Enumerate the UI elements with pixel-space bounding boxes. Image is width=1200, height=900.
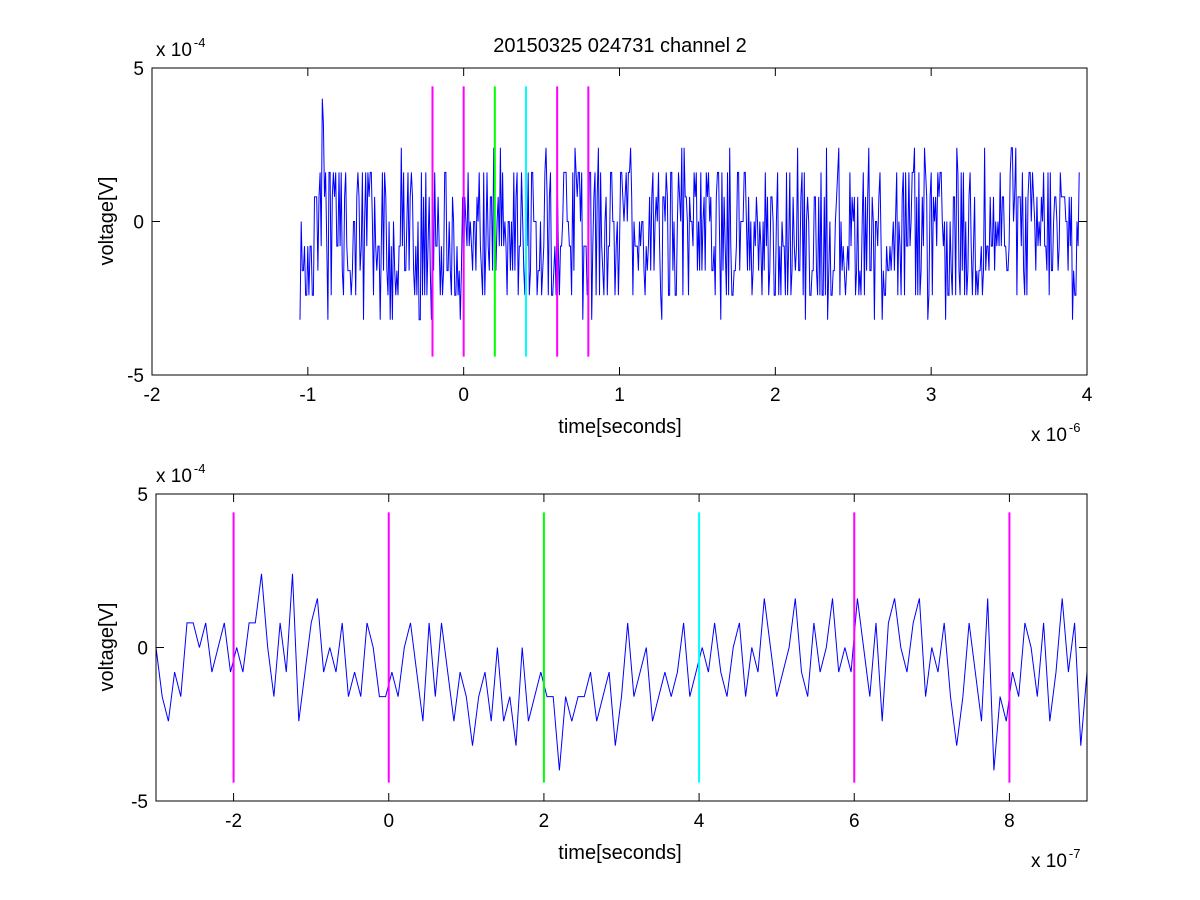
top-x-exponent: x 10 -6	[1031, 420, 1080, 446]
top-x-label: time[seconds]	[558, 416, 681, 438]
bottom-y-exponent: x 10 -4	[156, 461, 205, 487]
top-y-ticks: -5 0 5	[127, 59, 1087, 387]
x-tick-label: -2	[225, 811, 242, 832]
y-tick-label: -5	[127, 366, 144, 387]
y-tick-label: 5	[137, 485, 148, 506]
x-tick-label: 4	[694, 811, 705, 832]
top-plot-area	[299, 86, 1080, 357]
x-tick-label: 8	[1004, 811, 1015, 832]
x-tick-label: 0	[383, 811, 394, 832]
top-y-exponent: x 10 -4	[156, 35, 205, 61]
bottom-y-ticks: -5 0 5	[131, 485, 1087, 813]
x-tick-label: 4	[1082, 385, 1093, 406]
bottom-x-ticks: -2 0 2 4 6 8	[225, 494, 1015, 832]
figure-title: 20150325 024731 channel 2	[493, 35, 747, 57]
y-tick-label: 0	[137, 639, 148, 660]
bottom-y-label: voltage[V]	[96, 603, 118, 692]
y-tick-label: -5	[131, 792, 148, 813]
x-tick-label: -2	[144, 385, 161, 406]
top-x-ticks: -2 -1 0 1 2 3 4	[144, 68, 1093, 406]
bottom-axes: -2 0 2 4 6 8 -5 0 5 time[seconds] voltage[V] x …	[96, 461, 1088, 872]
bottom-x-exponent: x 10 -7	[1031, 846, 1080, 872]
voltage-trace	[299, 98, 1080, 321]
x-tick-label: 6	[849, 811, 860, 832]
x-tick-label: 3	[926, 385, 937, 406]
bottom-plot-area	[155, 512, 1088, 783]
y-tick-label: 0	[133, 213, 144, 234]
x-tick-label: 2	[770, 385, 781, 406]
bottom-x-label: time[seconds]	[558, 842, 681, 864]
top-y-label: voltage[V]	[96, 177, 118, 266]
voltage-trace	[155, 573, 1088, 771]
x-tick-label: 0	[458, 385, 469, 406]
top-axes: -2 -1 0 1 2 3 4 -505 time[seconds] voltage[V] …	[96, 35, 1093, 446]
x-tick-label: -1	[299, 385, 316, 406]
x-tick-label: 1	[614, 385, 625, 406]
y-tick-label: 5	[133, 59, 144, 80]
x-tick-label: 2	[539, 811, 550, 832]
